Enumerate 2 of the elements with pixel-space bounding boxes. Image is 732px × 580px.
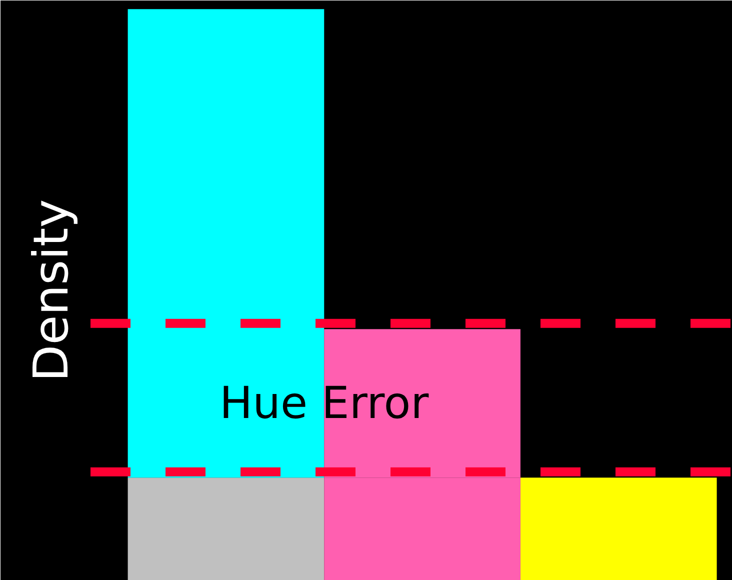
annotation: Hue Error [219, 378, 430, 429]
y-axis-title: Density [24, 199, 80, 382]
